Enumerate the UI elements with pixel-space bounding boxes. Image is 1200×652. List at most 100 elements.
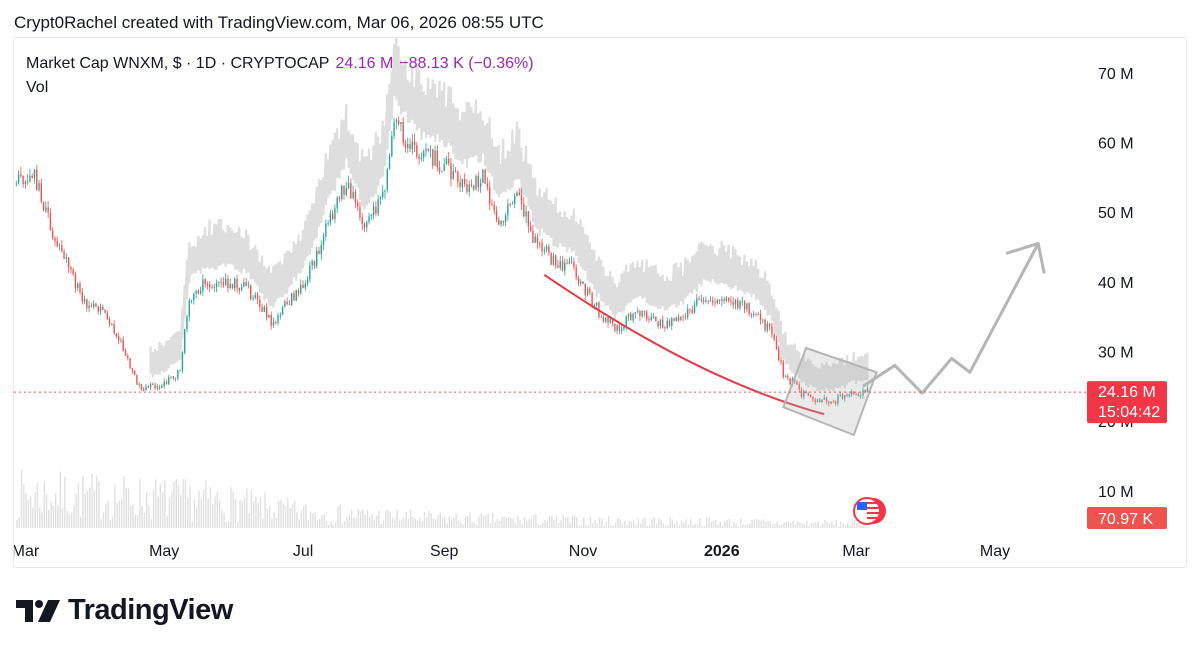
candle-body <box>327 222 329 224</box>
candle-body <box>809 395 812 397</box>
candle-body <box>197 290 200 294</box>
candle-body <box>677 317 680 321</box>
candle-body <box>393 122 395 137</box>
legend-volume[interactable]: Vol <box>26 79 49 96</box>
volume-bar <box>476 525 478 528</box>
candle-body <box>407 144 409 148</box>
candle-body <box>247 285 250 287</box>
candle-body <box>753 314 755 315</box>
volume-bar <box>416 520 419 528</box>
volume-bar <box>728 518 731 528</box>
candle-body <box>668 320 671 326</box>
volume-bar <box>708 517 710 528</box>
volume-bar <box>116 503 118 528</box>
volume-bar <box>57 505 59 528</box>
candle-body <box>488 187 491 204</box>
candle-body <box>639 311 641 317</box>
candle-body <box>88 305 90 309</box>
volume-bar <box>792 521 794 528</box>
candle-body <box>190 300 193 302</box>
volume-bar <box>730 525 733 528</box>
candle-body <box>750 313 753 315</box>
candle-body <box>29 175 31 182</box>
candle-body <box>862 389 864 396</box>
market-cap-band <box>149 38 869 392</box>
candle-body <box>295 290 297 301</box>
candle-body <box>177 370 179 379</box>
candle-body <box>584 284 586 296</box>
volume-bar <box>425 516 428 528</box>
candle-body <box>759 314 762 321</box>
volume-bar <box>300 510 303 528</box>
volume-bar <box>712 521 715 528</box>
volume-bar <box>23 484 25 528</box>
candle-body <box>593 305 596 306</box>
volume-bar <box>806 520 808 528</box>
candle-body <box>86 299 88 309</box>
volume-bar <box>489 523 492 528</box>
volume-bar <box>43 481 45 528</box>
volume-bar <box>721 525 724 528</box>
candle-body <box>709 300 712 302</box>
volume-bar <box>562 515 564 528</box>
volume-bar <box>646 526 649 528</box>
candle-body <box>147 386 149 388</box>
volume-bar <box>243 497 246 528</box>
candle-body <box>566 262 568 264</box>
volume-bar <box>412 516 414 528</box>
volume-bar <box>173 481 175 528</box>
candle-body <box>632 313 634 321</box>
legend-symbol[interactable]: Market Cap WNXM, $ · 1D · CRYPTOCAP <box>26 55 330 72</box>
volume-bar <box>810 522 812 528</box>
tradingview-brand[interactable]: TradingView <box>16 594 233 627</box>
candle-body <box>680 316 682 321</box>
chart-svg[interactable]: 10 M20 M30 M40 M50 M60 M70 M24.16 M15:04… <box>14 38 1187 568</box>
volume-bar <box>223 512 225 528</box>
volume-bar <box>485 515 487 528</box>
volume-bar <box>234 499 237 528</box>
candle-body <box>359 207 361 218</box>
candle-body <box>727 297 730 301</box>
candle-body <box>31 175 33 178</box>
volume-bar <box>824 519 826 528</box>
volume-bar <box>751 519 753 528</box>
brand-name: TradingView <box>68 594 233 626</box>
volume-bar <box>216 492 218 528</box>
volume-bar <box>796 520 799 528</box>
volume-bar <box>152 490 155 528</box>
volume-bar <box>95 476 98 528</box>
volume-bar <box>198 490 200 528</box>
candle-body <box>500 221 502 225</box>
volume-bar <box>803 523 806 528</box>
candle-body <box>438 167 441 172</box>
chart-panel[interactable]: 10 M20 M30 M40 M50 M60 M70 M24.16 M15:04… <box>13 37 1187 568</box>
candle-body <box>859 395 862 397</box>
x-tick-label: Nov <box>569 543 597 560</box>
volume-bar <box>357 509 360 528</box>
candle-body <box>213 286 215 288</box>
volume-bar <box>384 510 387 528</box>
volume-bar <box>719 521 721 528</box>
volume-bar <box>275 517 278 528</box>
candle-body <box>83 299 86 302</box>
volume-bar <box>332 524 335 528</box>
candle-body <box>215 283 218 287</box>
volume-bar <box>710 521 712 528</box>
candle-body <box>557 265 559 268</box>
volume-bar <box>603 525 605 528</box>
candle-body <box>45 207 47 211</box>
volume-bar <box>578 526 580 528</box>
candle-body <box>250 285 252 299</box>
candle-body <box>718 300 721 301</box>
candle-body <box>696 298 698 305</box>
volume-bar <box>405 511 407 528</box>
candle-body <box>111 324 113 325</box>
candle-body <box>834 401 837 404</box>
us-flag-icon-stripe <box>867 502 879 504</box>
candle-body <box>716 300 718 304</box>
volume-bar <box>375 515 378 528</box>
volume-bar <box>815 521 817 528</box>
candle-body <box>757 314 759 315</box>
projection-arrowhead <box>1005 241 1046 274</box>
volume-bar <box>528 519 530 528</box>
